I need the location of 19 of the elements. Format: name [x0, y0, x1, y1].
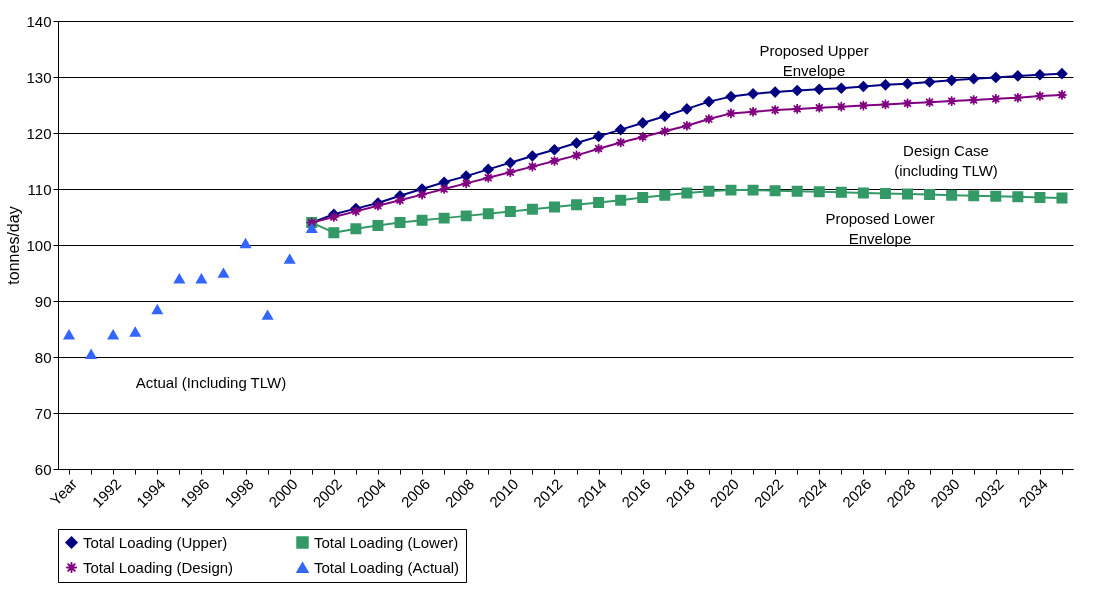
annotation: Design Case (including TLW) [894, 142, 998, 179]
y-axis-title: tonnes/day [5, 206, 23, 285]
legend-label: Total Loading (Lower) [314, 533, 459, 551]
y-tick-label: 140 [26, 12, 52, 30]
annotation: Proposed Lower Envelope [825, 210, 935, 247]
y-tick-label: 90 [34, 292, 52, 310]
y-tick-label: 80 [34, 348, 52, 366]
y-tick-label: 100 [26, 236, 52, 254]
legend-label: Total Loading (Upper) [83, 533, 228, 551]
y-tick-label: 110 [27, 180, 52, 198]
legend-label: Total Loading (Design) [83, 558, 234, 576]
annotation: Proposed Upper Envelope [759, 42, 869, 79]
y-tick-label: 70 [34, 404, 52, 422]
y-tick-label: 60 [34, 460, 52, 478]
x-tick-label: Year [46, 475, 81, 509]
legend-label: Total Loading (Actual) [314, 558, 460, 576]
y-tick-label: 130 [26, 68, 52, 86]
annotation: Actual (Including TLW) [135, 374, 287, 391]
y-tick-label: 120 [26, 124, 52, 142]
